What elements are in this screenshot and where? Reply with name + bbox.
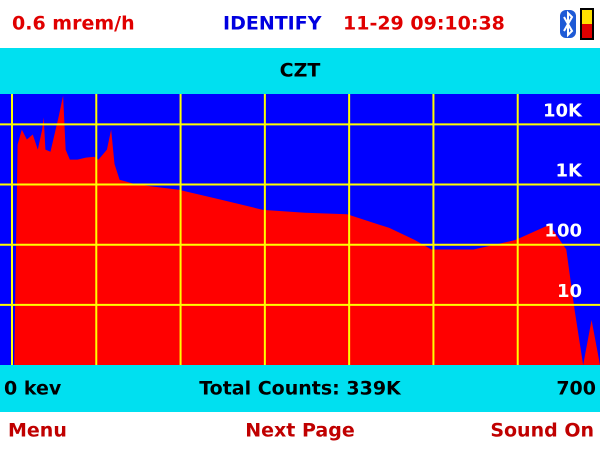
- y-tick-label: 10: [557, 281, 582, 302]
- dose-rate: 0.6 mrem/h: [12, 13, 135, 35]
- mode: IDENTIFY: [223, 13, 322, 35]
- status-bar: [0, 0, 600, 48]
- y-tick-label: 1K: [556, 161, 584, 182]
- y-tick-label: 100: [544, 221, 582, 242]
- total-counts: Total Counts: 339K: [199, 378, 402, 400]
- x-tick-label: 700: [556, 378, 596, 400]
- title-bar: [0, 48, 600, 94]
- y-tick-label: 10K: [543, 100, 583, 121]
- x-tick-label: 0 kev: [4, 378, 62, 400]
- softkey[interactable]: Menu: [8, 420, 67, 442]
- detector-title: CZT: [280, 60, 321, 82]
- spectrum-area: [14, 95, 600, 365]
- datetime: 11-29 09:10:38: [343, 13, 505, 35]
- bluetooth-glyph: [563, 10, 574, 38]
- softkey[interactable]: Sound On: [490, 420, 594, 442]
- softkey[interactable]: Next Page: [245, 420, 354, 442]
- spectrum-plot: 10 100 1K 10K: [0, 94, 600, 365]
- battery-low: [582, 24, 592, 38]
- x-labels: 0 kev 700: [4, 378, 596, 400]
- battery-level: [582, 10, 592, 24]
- axis-bar: [0, 365, 600, 412]
